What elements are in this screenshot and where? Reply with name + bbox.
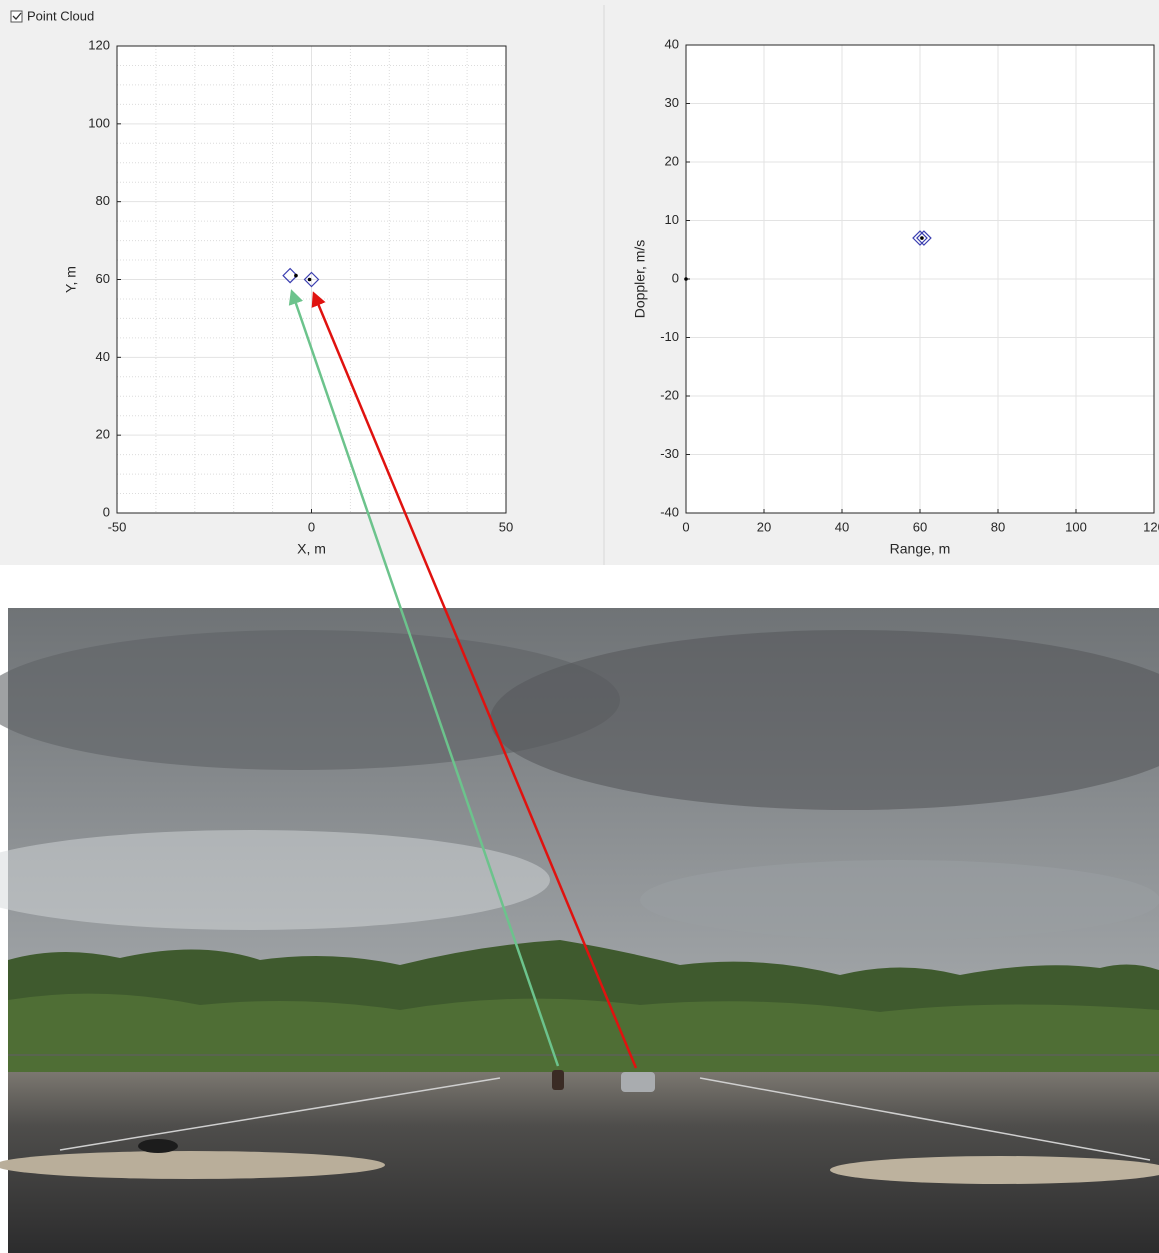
x-tick-label: 60 xyxy=(913,519,927,534)
y-tick-label: 80 xyxy=(96,193,110,208)
detection-marker xyxy=(912,230,928,246)
checkmark xyxy=(12,12,22,20)
y-axis-label: Y, m xyxy=(63,266,79,293)
axes-box xyxy=(116,45,507,514)
y-axis-label: Doppler, m/s xyxy=(632,240,648,319)
cloud xyxy=(490,630,1159,810)
parking-line xyxy=(59,1077,501,1151)
concrete-island xyxy=(830,1156,1159,1184)
motorcycle xyxy=(552,1070,564,1090)
y-tick-label: 40 xyxy=(665,36,679,51)
y-tick-label: 30 xyxy=(665,95,679,110)
y-tick-label: 100 xyxy=(88,115,110,130)
x-tick-label: 20 xyxy=(757,519,771,534)
point-cloud-point xyxy=(307,277,312,282)
checkbox-label[interactable]: Point Cloud xyxy=(27,8,94,23)
y-tick-label: 60 xyxy=(96,271,110,286)
parking-line xyxy=(699,1077,1151,1161)
x-tick-label: 0 xyxy=(308,519,315,534)
cloud xyxy=(640,860,1159,940)
cloud xyxy=(0,630,620,770)
y-tick-label: -20 xyxy=(660,387,679,402)
car xyxy=(621,1072,655,1092)
point-cloud-point xyxy=(684,277,688,281)
detection-marker xyxy=(303,271,320,288)
x-axis-label: Range, m xyxy=(890,541,951,557)
y-tick-label: 10 xyxy=(665,212,679,227)
detection-marker xyxy=(282,267,298,284)
y-tick-label: 20 xyxy=(665,153,679,168)
x-tick-label: 80 xyxy=(991,519,1005,534)
y-tick-label: -30 xyxy=(660,446,679,461)
x-axis-label: X, m xyxy=(297,541,326,557)
x-tick-label: 0 xyxy=(682,519,689,534)
arrow-car xyxy=(311,291,638,1069)
x-tick-label: 40 xyxy=(835,519,849,534)
concrete-island xyxy=(0,1151,385,1179)
x-tick-label: 120 xyxy=(1143,519,1159,534)
y-tick-label: -40 xyxy=(660,504,679,519)
x-tick-label: 100 xyxy=(1065,519,1087,534)
x-tick-label: -50 xyxy=(108,519,127,534)
y-tick-label: 20 xyxy=(96,427,110,442)
point-cloud-point xyxy=(920,236,924,240)
object xyxy=(138,1139,178,1153)
y-tick-label: 40 xyxy=(96,349,110,364)
checkbox[interactable] xyxy=(10,10,23,23)
arrow-motorcycle xyxy=(288,289,560,1067)
point-cloud-point xyxy=(294,273,298,278)
detection-marker xyxy=(916,230,932,246)
cloud xyxy=(0,830,550,930)
y-tick-label: -10 xyxy=(660,329,679,344)
photo xyxy=(0,608,1159,1253)
trees xyxy=(8,993,1159,1075)
x-tick-label: 50 xyxy=(499,519,513,534)
y-tick-label: 0 xyxy=(672,270,679,285)
y-tick-label: 0 xyxy=(103,504,110,519)
y-tick-label: 120 xyxy=(88,37,110,52)
